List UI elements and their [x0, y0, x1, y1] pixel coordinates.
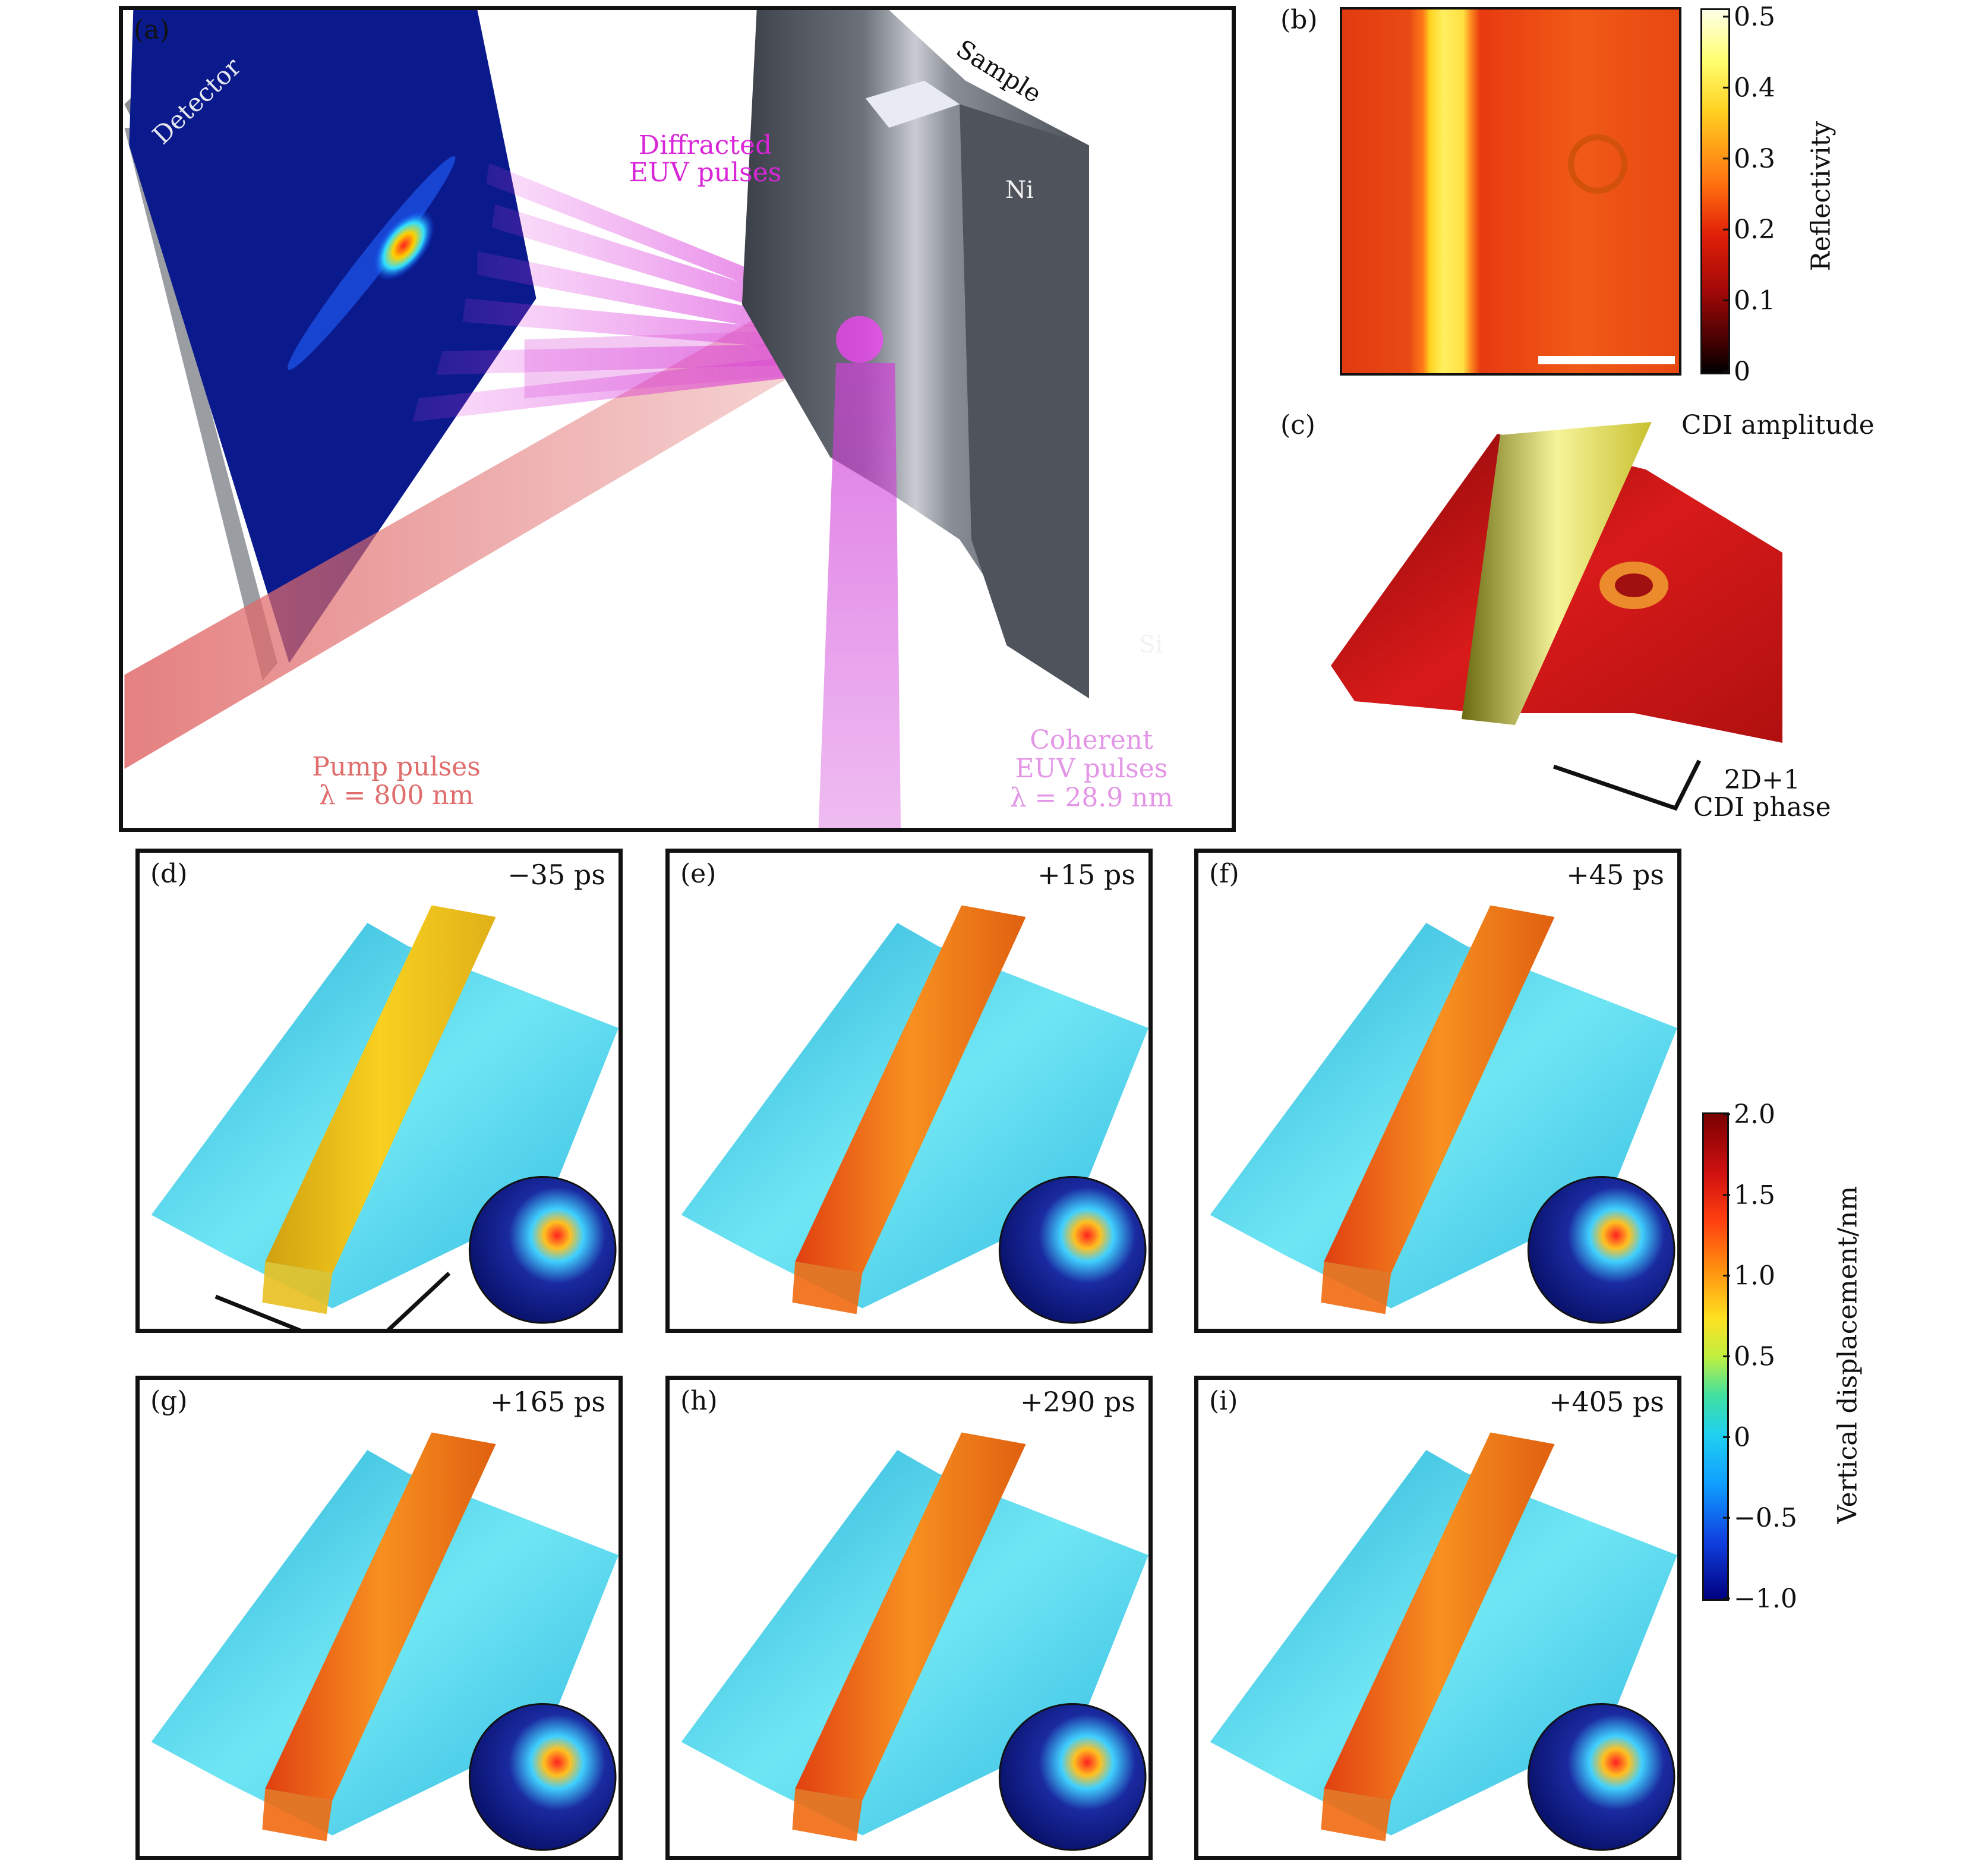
panel-a: (a) Detector Diffracted EUV pulses Sampl…	[119, 6, 1236, 832]
c-ni-stripe	[1462, 422, 1652, 725]
frame-panel: (d) −35 ps	[135, 849, 623, 1333]
frame-panel: (f) +45 ps	[1194, 849, 1681, 1333]
pump-line1: Pump pulses	[312, 752, 481, 782]
frame-label: (h)	[680, 1386, 718, 1416]
displacement-surface	[1210, 905, 1677, 1324]
b-ring-feature	[1568, 134, 1627, 194]
displacement-surface	[1210, 1432, 1677, 1851]
pump-line2: λ = 800 nm	[318, 780, 474, 811]
displacement-ticks: 2.0 1.5 1.0 0.5 0 −0.5 −1.0	[1723, 1099, 1797, 1614]
frame-label: (f)	[1209, 859, 1239, 889]
reflectivity-axis-title: Reflectivity	[1806, 121, 1836, 272]
frame-time: +405 ps	[1548, 1386, 1664, 1418]
colorbar-tick-label: 1.5	[1734, 1180, 1775, 1210]
frame-label: (g)	[150, 1386, 188, 1416]
colorbar-tick-label: 0	[1734, 1422, 1750, 1452]
colorbar-tick-label: 0	[1734, 357, 1750, 387]
reflectivity-colorbar	[1700, 8, 1730, 374]
cdi-phase-line2: CDI phase	[1693, 792, 1831, 823]
colorbar-tick-label: 1.0	[1734, 1261, 1775, 1291]
displacement-axis-title: Vertical displacement/nm	[1832, 1186, 1863, 1524]
diffracted-line1: Diffracted	[638, 130, 772, 160]
colorbar-tick-label: −0.5	[1734, 1503, 1797, 1533]
frame-panel: (h) +290 ps	[665, 1376, 1153, 1860]
scale-bar	[1538, 356, 1675, 364]
frame-time: +45 ps	[1566, 859, 1664, 891]
colorbar-tick-label: 2.0	[1734, 1099, 1775, 1130]
colorbar-tick-label: 0.1	[1734, 286, 1775, 316]
panel-c-surface	[1331, 422, 1782, 811]
c-axes	[1552, 759, 1702, 811]
frame-time: +290 ps	[1020, 1386, 1135, 1418]
colorbar-tick-label: 0.5	[1734, 2, 1775, 32]
frame-time: −35 ps	[507, 859, 605, 891]
colorbar-tick-label: 0.2	[1734, 215, 1775, 245]
diffraction-spot	[373, 210, 435, 281]
panel-c-label: (c)	[1280, 410, 1315, 440]
frame-time: +15 ps	[1037, 859, 1135, 891]
colorbar-tick-label: 0.3	[1734, 144, 1775, 174]
colorbar-tick-label: 0.4	[1734, 72, 1775, 103]
coherent-euv-beam	[818, 362, 901, 828]
reflectivity-ticks: 0.5 0.4 0.3 0.2 0.1 0	[1723, 2, 1775, 387]
cdi-phase-line1: 2D+1	[1724, 765, 1800, 795]
diffracted-line2: EUV pulses	[629, 157, 782, 188]
cdi-phase-label: 2D+1 CDI phase	[1693, 765, 1831, 823]
displacement-surface	[681, 1432, 1148, 1851]
coherent-line3: λ = 28.9 nm	[1009, 782, 1173, 813]
panel-b-image	[1340, 7, 1681, 376]
frame-label: (d)	[150, 859, 188, 889]
displacement-surface	[151, 905, 619, 1329]
cdi-amplitude-label: CDI amplitude	[1681, 410, 1875, 440]
frame-panel: (i) +405 ps	[1194, 1376, 1681, 1860]
colorbar-tick-label: 0.5	[1734, 1342, 1775, 1372]
frame-panel: (e) +15 ps	[665, 849, 1153, 1333]
si-label: Si	[1139, 631, 1163, 658]
panel-a-label: (a)	[134, 15, 170, 45]
panel-b-label: (b)	[1280, 5, 1318, 35]
coherent-line1: Coherent	[1030, 725, 1153, 755]
frame-time: +165 ps	[490, 1386, 605, 1418]
frame-panel: (g) +165 ps	[135, 1376, 623, 1860]
ni-label: Ni	[1005, 176, 1034, 204]
diffracted-label: Diffracted EUV pulses	[586, 130, 824, 188]
displacement-surface	[151, 1432, 619, 1851]
coherent-label: Coherent EUV pulses λ = 28.9 nm	[967, 726, 1216, 812]
frame-label: (i)	[1209, 1386, 1238, 1416]
pump-label: Pump pulses λ = 800 nm	[254, 752, 539, 811]
displacement-surface	[681, 905, 1148, 1324]
ni-grating-top	[865, 80, 960, 128]
coherent-line2: EUV pulses	[1015, 754, 1168, 784]
colorbar-tick-label: −1.0	[1734, 1584, 1797, 1614]
panel-a-illustration	[124, 10, 1089, 828]
frame-label: (e)	[680, 859, 717, 889]
